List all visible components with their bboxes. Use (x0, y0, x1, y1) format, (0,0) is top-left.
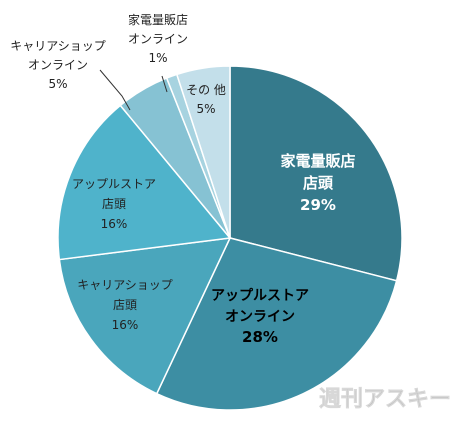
slice-label-3-line-1: キャリアショップ (77, 278, 173, 292)
slice-label-3-line-2: 店頭 (113, 298, 137, 312)
slice-label-2-line-2: オンライン (225, 309, 295, 325)
slice-value-label-3: 16% (112, 318, 139, 332)
slice-label-5-line-2: オンライン (28, 58, 88, 72)
leader-lines (99, 69, 168, 111)
slice-label-2-line-1: アップルストア (211, 288, 309, 304)
slice-value-label-7: 5% (196, 102, 215, 116)
slice-label-7-line-1: その 他 (186, 83, 226, 97)
pie-slices (57, 65, 403, 411)
leader-line-5 (99, 69, 131, 111)
pie-slice-3 (58, 237, 232, 395)
slice-labels: 家電量販店店頭29%アップルストアオンライン28%キャリアショップ店頭16%アッ… (10, 12, 355, 346)
slice-value-label-1: 29% (300, 196, 336, 214)
slice-label-6-line-2: オンライン (128, 32, 188, 46)
slice-value-label-2: 28% (242, 328, 278, 346)
slice-label-1-line-1: 家電量販店 (280, 152, 355, 170)
slice-value-label-4: 16% (101, 217, 128, 231)
pie-slice-2 (155, 237, 398, 411)
slice-label-5-line-1: キャリアショップ (10, 39, 106, 53)
slice-label-4-line-2: 店頭 (102, 197, 126, 211)
pie-slice-1 (229, 65, 403, 282)
leader-line-6 (161, 75, 168, 93)
watermark-text: 週刊アスキー (319, 387, 451, 412)
pie-slice-4 (57, 104, 232, 261)
slice-label-4-line-1: アップルストア (72, 177, 156, 191)
slice-value-label-6: 1% (148, 51, 167, 65)
slice-label-6-line-1: 家電量販店 (128, 12, 188, 27)
slice-label-1-line-2: 店頭 (303, 174, 334, 192)
pie-slice-7 (175, 65, 231, 239)
slice-value-label-5: 5% (48, 77, 67, 91)
